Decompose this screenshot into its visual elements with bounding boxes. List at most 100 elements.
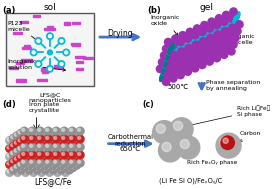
Circle shape bbox=[65, 154, 72, 161]
Bar bbox=[42, 71, 48, 73]
Circle shape bbox=[170, 118, 193, 141]
Circle shape bbox=[207, 34, 214, 42]
Circle shape bbox=[66, 155, 69, 158]
Circle shape bbox=[26, 150, 33, 158]
Circle shape bbox=[62, 136, 65, 139]
Circle shape bbox=[30, 141, 33, 144]
Circle shape bbox=[58, 139, 61, 142]
Circle shape bbox=[7, 146, 10, 149]
Circle shape bbox=[216, 133, 241, 158]
Circle shape bbox=[57, 162, 64, 169]
Polygon shape bbox=[168, 12, 239, 55]
Circle shape bbox=[7, 138, 10, 141]
Bar bbox=[20, 21, 28, 23]
Circle shape bbox=[54, 153, 61, 160]
Bar bbox=[33, 15, 40, 17]
Circle shape bbox=[67, 151, 70, 155]
Circle shape bbox=[54, 160, 57, 163]
Circle shape bbox=[17, 130, 24, 137]
Circle shape bbox=[62, 152, 65, 155]
Circle shape bbox=[65, 162, 72, 169]
Bar bbox=[47, 28, 55, 30]
Circle shape bbox=[180, 48, 188, 56]
Circle shape bbox=[30, 161, 37, 168]
Circle shape bbox=[62, 160, 65, 163]
Circle shape bbox=[9, 158, 17, 166]
Circle shape bbox=[41, 138, 48, 145]
Circle shape bbox=[15, 170, 18, 173]
Circle shape bbox=[34, 150, 41, 158]
Circle shape bbox=[58, 38, 65, 44]
Ellipse shape bbox=[166, 49, 173, 61]
Circle shape bbox=[185, 44, 192, 52]
Circle shape bbox=[188, 45, 195, 52]
Circle shape bbox=[30, 145, 37, 152]
Circle shape bbox=[226, 21, 233, 29]
Circle shape bbox=[54, 161, 61, 168]
Circle shape bbox=[63, 154, 66, 157]
Circle shape bbox=[18, 158, 25, 166]
Circle shape bbox=[78, 136, 81, 139]
Circle shape bbox=[171, 59, 178, 66]
Circle shape bbox=[213, 21, 221, 29]
Circle shape bbox=[221, 51, 228, 58]
Bar bbox=[76, 68, 83, 70]
Circle shape bbox=[63, 162, 66, 165]
Circle shape bbox=[18, 163, 21, 166]
Circle shape bbox=[65, 146, 72, 153]
Circle shape bbox=[59, 167, 62, 170]
Circle shape bbox=[49, 138, 56, 145]
Circle shape bbox=[70, 160, 73, 163]
Text: Inorganic
oxide: Inorganic oxide bbox=[151, 15, 180, 36]
Circle shape bbox=[45, 140, 53, 148]
Circle shape bbox=[48, 50, 52, 55]
Text: Carbothermal
reduction: Carbothermal reduction bbox=[108, 134, 154, 147]
Circle shape bbox=[222, 11, 230, 19]
Text: (Li Fe Si O)/FeₓOᵧ/C: (Li Fe Si O)/FeₓOᵧ/C bbox=[159, 177, 222, 184]
Circle shape bbox=[30, 157, 33, 160]
Circle shape bbox=[199, 38, 207, 45]
Circle shape bbox=[49, 146, 56, 153]
Circle shape bbox=[164, 71, 172, 79]
Circle shape bbox=[60, 127, 68, 135]
Circle shape bbox=[67, 160, 70, 163]
Ellipse shape bbox=[160, 70, 166, 81]
Bar bbox=[37, 79, 47, 81]
Circle shape bbox=[60, 159, 68, 167]
Ellipse shape bbox=[166, 49, 172, 61]
Circle shape bbox=[47, 33, 53, 39]
Circle shape bbox=[39, 138, 42, 141]
Circle shape bbox=[188, 54, 196, 62]
Ellipse shape bbox=[233, 12, 240, 24]
Circle shape bbox=[216, 32, 224, 39]
Circle shape bbox=[15, 138, 18, 141]
Circle shape bbox=[166, 55, 173, 63]
Ellipse shape bbox=[164, 56, 171, 68]
Circle shape bbox=[76, 151, 84, 159]
Circle shape bbox=[37, 159, 44, 167]
Circle shape bbox=[38, 160, 41, 163]
Circle shape bbox=[46, 141, 49, 144]
Circle shape bbox=[46, 145, 53, 152]
Circle shape bbox=[25, 154, 32, 161]
Circle shape bbox=[218, 25, 226, 32]
Circle shape bbox=[37, 143, 44, 151]
Circle shape bbox=[57, 146, 64, 153]
Circle shape bbox=[22, 128, 25, 131]
Circle shape bbox=[49, 162, 56, 169]
Circle shape bbox=[47, 170, 50, 173]
Circle shape bbox=[45, 159, 52, 167]
Circle shape bbox=[17, 154, 24, 161]
Circle shape bbox=[58, 163, 61, 166]
Circle shape bbox=[58, 131, 61, 134]
Circle shape bbox=[59, 136, 62, 139]
Circle shape bbox=[34, 139, 37, 142]
Circle shape bbox=[45, 148, 53, 156]
Circle shape bbox=[29, 164, 37, 172]
Circle shape bbox=[46, 157, 49, 160]
Circle shape bbox=[62, 128, 65, 131]
Circle shape bbox=[69, 156, 77, 163]
Circle shape bbox=[204, 32, 211, 39]
Circle shape bbox=[191, 32, 199, 39]
Circle shape bbox=[41, 146, 48, 153]
